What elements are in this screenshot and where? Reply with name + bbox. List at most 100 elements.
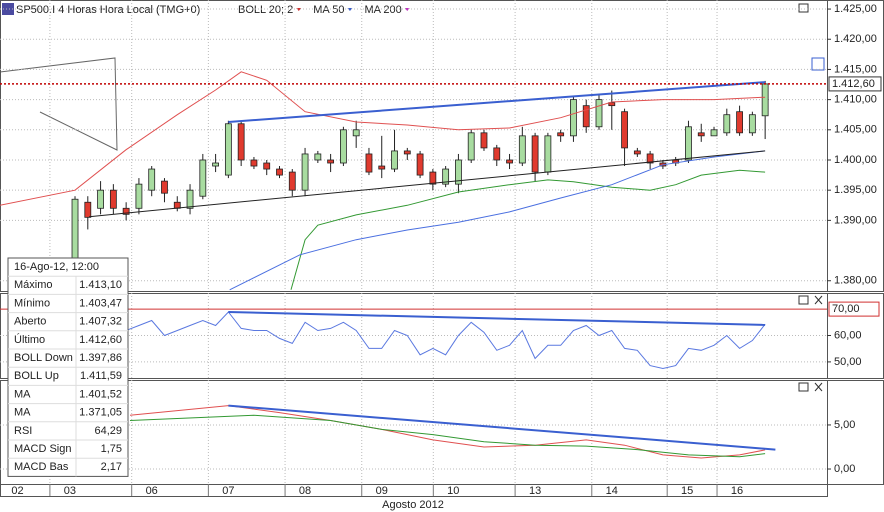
info-value: 1.401,52 [79, 388, 122, 400]
candle-body [429, 171, 437, 185]
last-price-label: 1.412,60 [832, 78, 875, 90]
candle-body [250, 159, 258, 167]
maximize-button[interactable] [798, 382, 809, 392]
candle-body [570, 99, 577, 137]
x-tick-label: 07 [222, 485, 234, 497]
instrument: SP500.I 4 Horas Hora Local (TMG+0) [16, 4, 200, 16]
info-label: MA [14, 388, 31, 400]
maximize-button[interactable] [798, 3, 809, 13]
info-label: Máximo [14, 279, 53, 291]
instrument-icon [2, 3, 14, 15]
candle-body [148, 168, 156, 191]
info-value: 1.397,86 [79, 352, 122, 364]
header: SP500.I 4 Horas Hora Local (TMG+0) [2, 3, 200, 16]
candle-body [761, 83, 769, 117]
info-value: 1.403,47 [79, 297, 122, 309]
info-value: 1.413,10 [79, 279, 122, 291]
x-tick-label: 08 [299, 485, 311, 497]
candle-body [582, 105, 590, 128]
drawing-tools [0, 57, 118, 151]
last-price-box [828, 76, 882, 92]
y-tick-label: 1.405,00 [834, 124, 877, 136]
candle-body [391, 150, 398, 170]
candle-body [493, 147, 501, 161]
candle-body [186, 189, 194, 209]
y-tick-label: 60,00 [834, 329, 862, 341]
x-tick-label: 13 [529, 485, 541, 497]
candle-body [199, 159, 207, 197]
x-tick-label: 09 [376, 485, 388, 497]
candle-body [84, 201, 92, 218]
candle-body [173, 201, 181, 209]
info-title: 16-Ago-12, 12:00 [14, 261, 99, 273]
trend-line [89, 150, 766, 218]
info-value: 1.371,05 [79, 407, 122, 419]
candle-body [633, 150, 641, 155]
info-label: MACD Bas [14, 461, 69, 473]
candle-body [710, 129, 718, 137]
info-label: Mínimo [14, 297, 50, 309]
info-label: BOLL Down [14, 352, 73, 364]
info-label: MACD Sign [14, 443, 71, 455]
y-tick-label: 1.395,00 [834, 184, 877, 196]
x-tick-label: 06 [146, 485, 158, 497]
candle-body [288, 171, 296, 191]
candle-body [608, 102, 616, 107]
info-value: 2,17 [101, 461, 122, 473]
candle-body [595, 99, 603, 128]
y-tick-label: 1.425,00 [834, 3, 877, 15]
candle-body [455, 159, 462, 185]
y-tick-label: 1.380,00 [834, 275, 877, 287]
candle-body [557, 132, 565, 137]
candle-body [506, 159, 513, 164]
candle-body [237, 123, 245, 161]
candle-body [327, 159, 335, 164]
info-value: 1.411,59 [80, 370, 122, 382]
candle-body [646, 153, 654, 164]
info-label: RSI [14, 425, 32, 437]
indicator-line [129, 405, 766, 459]
candle-body [685, 126, 692, 161]
date-axis [0, 484, 828, 497]
level-box [828, 301, 880, 317]
x-tick-label: 03 [64, 485, 76, 497]
candle-body [723, 114, 731, 134]
candle-body [263, 162, 271, 170]
info-value: 1.412,60 [79, 334, 122, 346]
candle-body [378, 165, 386, 170]
x-tick-label: 16 [731, 485, 743, 497]
order-icon[interactable] [811, 57, 825, 71]
candle-body [467, 132, 475, 161]
info-label: Último [14, 333, 45, 346]
close-button[interactable] [814, 295, 823, 392]
candle-body [122, 207, 130, 215]
indicator-line [229, 150, 766, 291]
window-buttons [798, 3, 825, 392]
candle-body [276, 168, 283, 176]
indicator-line [290, 169, 766, 290]
level-label: 70,00 [832, 303, 860, 315]
indicator-label: MA 50 [313, 4, 344, 16]
candle-body [736, 111, 743, 134]
candle-body [442, 168, 450, 185]
candle-body [97, 189, 104, 209]
y-tick-label: 1.415,00 [834, 63, 877, 75]
x-tick-label: 15 [681, 485, 693, 497]
info-label: Aberto [14, 316, 46, 328]
indicator-line [0, 71, 766, 206]
maximize-button[interactable] [798, 295, 809, 305]
candle-body [340, 129, 347, 164]
trend-line [228, 81, 766, 123]
y-tick-label: 1.400,00 [834, 154, 877, 166]
candle-body [518, 135, 526, 164]
candle-body [748, 114, 756, 134]
info-value: 64,29 [94, 425, 122, 437]
y-tick-label: 1.410,00 [834, 94, 877, 106]
candle-body [416, 153, 424, 176]
x-tick-label: 02 [11, 485, 23, 497]
candle-body [161, 180, 168, 194]
candle-body [212, 162, 220, 167]
candle-body [314, 153, 322, 161]
info-value: 1.407,32 [79, 316, 122, 328]
